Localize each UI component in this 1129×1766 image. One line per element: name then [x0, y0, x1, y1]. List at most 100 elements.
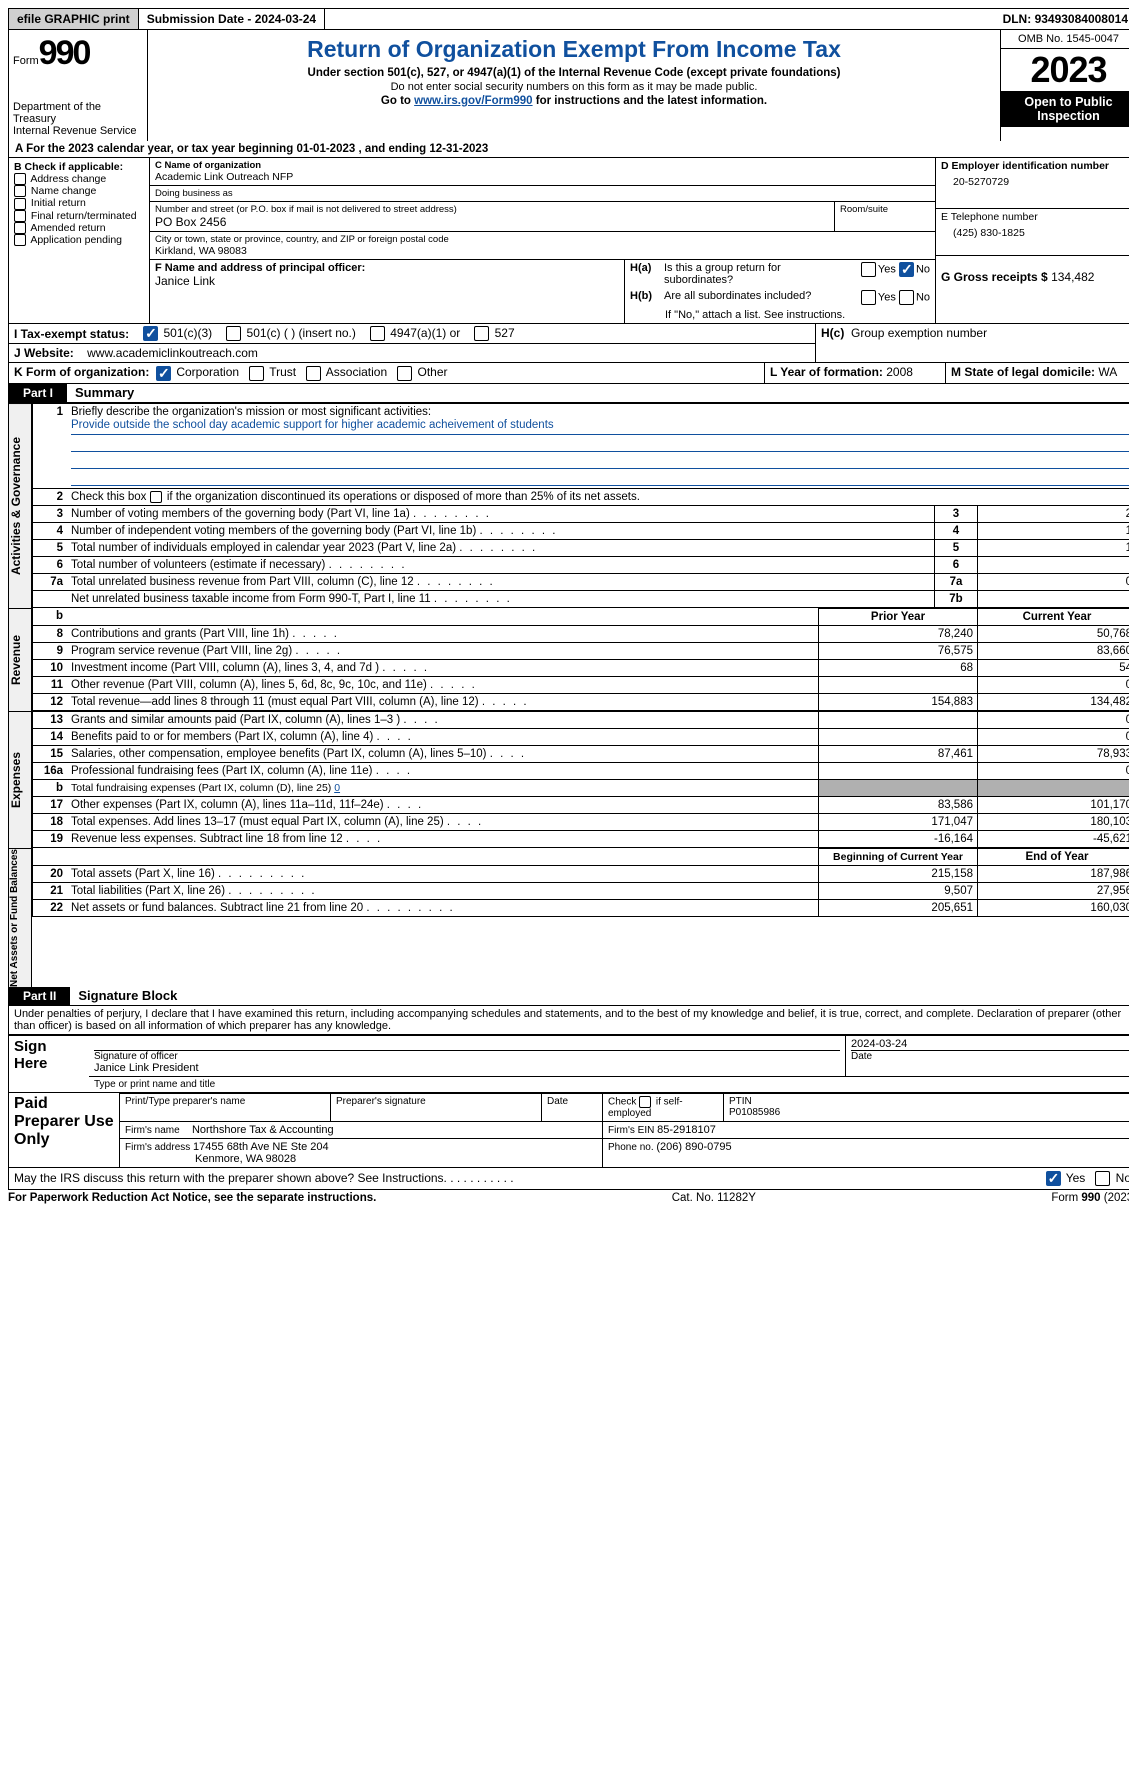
- header-left: Form990 Department of the Treasury Inter…: [9, 30, 148, 141]
- org-name: Academic Link Outreach NFP: [155, 171, 930, 183]
- prior-year-header: Prior Year: [819, 608, 978, 625]
- line-a-tax-year: A For the 2023 calendar year, or tax yea…: [8, 141, 1129, 158]
- summary-current-value: -45,621: [978, 830, 1129, 847]
- ha-yes-checkbox[interactable]: [861, 262, 876, 277]
- checkbox-name-change[interactable]: [14, 185, 26, 197]
- checkbox-final-return[interactable]: [14, 210, 26, 222]
- summary-prior-value: 171,047: [819, 813, 978, 830]
- summary-prior-value: [819, 728, 978, 745]
- checkbox-501c3[interactable]: [143, 326, 158, 341]
- line2-post: if the organization discontinued its ope…: [167, 491, 640, 503]
- checkbox-501c[interactable]: [226, 326, 241, 341]
- line2-pre: Check this box: [71, 491, 146, 503]
- summary-row-label: Total liabilities (Part X, line 26): [71, 885, 225, 897]
- irs-form990-link[interactable]: www.irs.gov/Form990: [414, 95, 532, 107]
- checkbox-527[interactable]: [474, 326, 489, 341]
- checkbox-4947a1[interactable]: [370, 326, 385, 341]
- summary-current-value: 0: [978, 711, 1129, 728]
- city-value: Kirkland, WA 98083: [155, 245, 930, 257]
- penalty-declaration: Under penalties of perjury, I declare th…: [8, 1006, 1129, 1035]
- summary-row-label: Total number of individuals employed in …: [71, 542, 456, 554]
- summary-prior-value: 87,461: [819, 745, 978, 762]
- checkbox-address-change[interactable]: [14, 173, 26, 185]
- paid-preparer-label: Paid Preparer Use Only: [9, 1093, 120, 1167]
- summary-row-value: [978, 556, 1129, 573]
- room-label: Room/suite: [840, 204, 930, 215]
- part-i-bar: Part I Summary: [8, 384, 1129, 403]
- summary-current-value: 0: [978, 728, 1129, 745]
- summary-prior-value: 78,240: [819, 625, 978, 642]
- summary-row-value: 1: [978, 539, 1129, 556]
- dba-label: Doing business as: [155, 188, 930, 199]
- summary-prior-value: 83,586: [819, 796, 978, 813]
- checkbox-discontinued[interactable]: [150, 491, 162, 503]
- checkbox-association[interactable]: [306, 366, 321, 381]
- discuss-no-checkbox[interactable]: [1095, 1171, 1110, 1186]
- phone-label: E Telephone number: [941, 211, 1129, 223]
- header-title-block: Return of Organization Exempt From Incom…: [148, 30, 1000, 141]
- section-bcd: B Check if applicable: Address change Na…: [8, 158, 1129, 324]
- summary-current-value: 54: [978, 659, 1129, 676]
- summary-row-label: Salaries, other compensation, employee b…: [71, 748, 486, 760]
- summary-row-label: Net assets or fund balances. Subtract li…: [71, 902, 363, 914]
- checkbox-corporation[interactable]: [156, 366, 171, 381]
- org-name-label: C Name of organization: [155, 160, 930, 171]
- line1-label: Briefly describe the organization's miss…: [71, 406, 431, 418]
- prep-sig-label: Preparer's signature: [331, 1093, 542, 1121]
- summary-current-value: 101,170: [978, 796, 1129, 813]
- street-label: Number and street (or P.O. box if mail i…: [155, 204, 829, 215]
- group-net-assets: Net Assets or Fund Balances: [8, 848, 32, 987]
- summary-prior-value: [819, 762, 978, 779]
- summary-row-label: Net unrelated business taxable income fr…: [71, 593, 431, 605]
- summary-row-label: Grants and similar amounts paid (Part IX…: [71, 714, 400, 726]
- header-subtitle-1: Under section 501(c), 527, or 4947(a)(1)…: [154, 67, 994, 79]
- hb-note: If "No," attach a list. See instructions…: [625, 307, 935, 323]
- checkbox-amended-return[interactable]: [14, 222, 26, 234]
- form-of-org-label: K Form of organization:: [14, 365, 149, 379]
- checkbox-application-pending[interactable]: [14, 234, 26, 246]
- sig-type-label: Type or print name and title: [89, 1076, 1129, 1092]
- sig-officer-label: Signature of officer: [94, 1051, 840, 1062]
- checkbox-other[interactable]: [397, 366, 412, 381]
- hb-no-checkbox[interactable]: [899, 290, 914, 305]
- header-subtitle-2: Do not enter social security numbers on …: [154, 81, 994, 93]
- ha-label: H(a): [630, 262, 664, 286]
- summary-row-label: Contributions and grants (Part VIII, lin…: [71, 628, 289, 640]
- column-b: B Check if applicable: Address change Na…: [9, 158, 150, 323]
- hb-yes-checkbox[interactable]: [861, 290, 876, 305]
- footer-mid: Cat. No. 11282Y: [672, 1192, 756, 1204]
- signature-table: Sign Here Signature of officer Janice Li…: [8, 1035, 1129, 1093]
- checkbox-trust[interactable]: [249, 366, 264, 381]
- summary-row-label: Total revenue—add lines 8 through 11 (mu…: [71, 696, 479, 708]
- tax-exempt-label: I Tax-exempt status:: [14, 327, 129, 341]
- city-label: City or town, state or province, country…: [155, 234, 930, 245]
- tax-year: 2023: [1001, 49, 1129, 91]
- form-number: 990: [39, 34, 90, 72]
- summary-row-label: Total fundraising expenses (Part IX, col…: [71, 782, 334, 794]
- firm-ein: 85-2918107: [657, 1124, 716, 1136]
- summary-row-label: Total assets (Part X, line 16): [71, 868, 215, 880]
- sig-date-label: Date: [851, 1051, 1129, 1062]
- ha-no-checkbox[interactable]: [899, 262, 914, 277]
- summary-row-label: Number of voting members of the governin…: [71, 508, 410, 520]
- firm-addr2: Kenmore, WA 98028: [125, 1153, 296, 1165]
- summary-row-label: Total expenses. Add lines 13–17 (must eq…: [71, 816, 444, 828]
- summary-current-value: 0: [978, 676, 1129, 693]
- discuss-yes-checkbox[interactable]: [1046, 1171, 1061, 1186]
- hc-q: Group exemption number: [851, 326, 987, 340]
- checkbox-self-employed[interactable]: [639, 1096, 651, 1108]
- hb-label: H(b): [630, 290, 664, 305]
- checkbox-initial-return[interactable]: [14, 198, 26, 210]
- state-domicile: WA: [1098, 365, 1117, 379]
- summary-row-label: Program service revenue (Part VIII, line…: [71, 645, 292, 657]
- summary-row-label: Total number of volunteers (estimate if …: [71, 559, 325, 571]
- firm-ein-label: Firm's EIN: [608, 1125, 657, 1136]
- summary-prior-value: -16,164: [819, 830, 978, 847]
- omb-number: OMB No. 1545-0047: [1001, 30, 1129, 49]
- efile-print-button[interactable]: efile GRAPHIC print: [9, 9, 139, 29]
- part-i-title: Summary: [67, 385, 134, 400]
- summary-row-value: 0: [978, 573, 1129, 590]
- summary-row-label: Revenue less expenses. Subtract line 18 …: [71, 833, 343, 845]
- group-revenue: Revenue: [8, 608, 32, 711]
- form-header: Form990 Department of the Treasury Inter…: [8, 30, 1129, 141]
